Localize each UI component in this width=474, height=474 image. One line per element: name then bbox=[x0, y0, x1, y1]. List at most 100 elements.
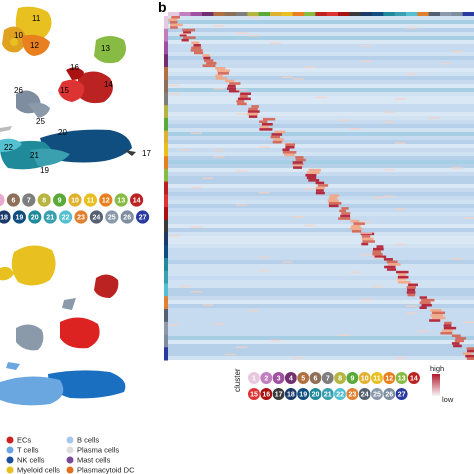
heatmap-cell-high bbox=[170, 23, 183, 27]
cluster-chip-legend: 6 7 8 9 10 11 12 13 14 18 19 20 21 22 23 24 25 26 27 bbox=[0, 192, 151, 225]
umap-label: 10 bbox=[14, 31, 23, 40]
cluster-chip bbox=[0, 192, 6, 208]
heatmap-cell-high bbox=[227, 84, 236, 88]
heatmap-cell-high bbox=[373, 247, 384, 251]
heatmap-row-stripe bbox=[168, 124, 474, 128]
heatmap-row-stripe bbox=[168, 268, 474, 272]
heatmap-cell-mid bbox=[394, 357, 406, 359]
heatmap-cell-mid bbox=[462, 321, 474, 324]
heatmap-cell-mid bbox=[270, 339, 282, 342]
heatmap-cell-high bbox=[248, 115, 258, 118]
heatmap-cell-high bbox=[317, 184, 329, 187]
heatmap-left-annotation bbox=[164, 309, 168, 323]
legend-swatch bbox=[66, 466, 74, 474]
cluster-chip-label: 23 bbox=[77, 215, 85, 222]
heatmap-cell-high bbox=[362, 240, 375, 243]
heatmap-cell-high bbox=[182, 28, 196, 32]
heatmap-cell-mid bbox=[258, 269, 270, 272]
heatmap-row-stripe bbox=[168, 348, 474, 352]
heatmap-cell-high bbox=[315, 191, 325, 195]
heatmap-cell-high bbox=[191, 41, 200, 45]
heatmap-cluster-chip-label: 19 bbox=[299, 392, 307, 399]
heatmap-cell-high bbox=[430, 309, 442, 312]
heatmap-cell-high bbox=[361, 242, 369, 246]
heatmap-cell-mid bbox=[292, 357, 304, 359]
heatmap-cell-mid bbox=[202, 177, 214, 180]
heatmap-cell-mid bbox=[179, 149, 191, 151]
heatmap-cell-high bbox=[295, 156, 304, 159]
heatmap-cluster-chip-label: 24 bbox=[361, 392, 369, 399]
heatmap-left-annotation bbox=[164, 156, 168, 170]
heatmap-cell-high bbox=[183, 36, 196, 39]
heatmap-top-annotation bbox=[440, 12, 452, 16]
heatmap-cell-high bbox=[339, 209, 347, 213]
heatmap-row-stripe bbox=[168, 336, 474, 340]
heatmap-row-stripe bbox=[168, 132, 474, 136]
heatmap-cluster-chip-label: 6 bbox=[314, 376, 318, 383]
heatmap-cell-mid bbox=[360, 232, 372, 235]
cluster-chip-label: 18 bbox=[0, 215, 8, 222]
heatmap-cell-mid bbox=[338, 119, 350, 122]
cluster-chip-label: 12 bbox=[102, 198, 110, 205]
cluster-chip-label: 14 bbox=[133, 198, 141, 205]
heatmap-cell-high bbox=[432, 311, 446, 315]
heatmap-cell-high bbox=[169, 21, 178, 24]
heatmap-cell-mid bbox=[462, 217, 474, 219]
heatmap-cell-mid bbox=[258, 146, 270, 148]
heatmap-cell-mid bbox=[190, 226, 202, 228]
heatmap-cell-high bbox=[384, 265, 396, 269]
heatmap-row-stripe bbox=[168, 76, 474, 80]
heatmap-top-annotation bbox=[372, 12, 384, 16]
heatmap-top-annotation bbox=[394, 12, 407, 16]
heatmap-cell-high bbox=[272, 140, 283, 144]
heatmap-cell-high bbox=[215, 77, 228, 80]
heatmap-cluster-chip-label: 25 bbox=[373, 392, 381, 399]
heatmap-cell-high bbox=[387, 263, 401, 266]
heatmap-cell-high bbox=[259, 120, 268, 124]
cluster-chip-label: 19 bbox=[16, 215, 24, 222]
legend-label: Plasma cells bbox=[77, 446, 119, 455]
cluster-chip-label: 24 bbox=[93, 215, 101, 222]
cluster-chip-label: 13 bbox=[117, 198, 125, 205]
heatmap-cell-high bbox=[443, 326, 457, 330]
colorbar-high-label: high bbox=[430, 364, 444, 373]
heatmap-top-annotation bbox=[270, 12, 282, 16]
heatmap-left-annotation bbox=[164, 232, 168, 246]
cluster-chip bbox=[0, 209, 12, 225]
heatmap-left-annotation bbox=[164, 258, 168, 272]
umap-region-ecs bbox=[60, 317, 100, 349]
cluster-chip bbox=[36, 192, 52, 208]
cluster-chip-label: 27 bbox=[139, 215, 147, 222]
heatmap-cell-mid bbox=[383, 195, 395, 198]
colorbar-low-label: low bbox=[442, 395, 454, 404]
heatmap-cell-mid bbox=[417, 330, 429, 332]
heatmap-cluster-chip-label: 27 bbox=[398, 392, 406, 399]
heatmap-top-annotation bbox=[292, 12, 305, 16]
heatmap-cell-high bbox=[191, 46, 202, 50]
cluster-chip-label: 21 bbox=[46, 215, 54, 222]
heatmap-cluster-chip-label: 15 bbox=[250, 392, 258, 399]
heatmap-row-stripe bbox=[168, 84, 474, 88]
heatmap-cell-mid bbox=[383, 121, 395, 123]
umap-label: 17 bbox=[142, 149, 151, 158]
heatmap-top-annotation bbox=[236, 12, 248, 16]
heatmap-cell-high bbox=[259, 125, 270, 129]
heatmap-row-stripe bbox=[168, 92, 474, 96]
umap-label: 13 bbox=[101, 44, 110, 53]
heatmap-left-annotation bbox=[164, 321, 168, 336]
heatmap-cluster-chip-label: 5 bbox=[301, 376, 305, 383]
heatmap-cell-mid bbox=[394, 142, 406, 144]
umap-region-myeloid bbox=[11, 245, 56, 286]
cluster-chip bbox=[98, 192, 114, 208]
heatmap-cell-high bbox=[350, 219, 360, 223]
heatmap-cell-high bbox=[327, 199, 339, 203]
heatmap-row-stripe bbox=[168, 356, 474, 360]
heatmap-row-stripe bbox=[168, 52, 474, 56]
heatmap-row-stripe bbox=[168, 160, 474, 164]
heatmap bbox=[164, 12, 474, 361]
heatmap-cell-high bbox=[372, 252, 383, 256]
heatmap-row-stripe bbox=[168, 292, 474, 296]
heatmap-cell-mid bbox=[190, 132, 202, 134]
heatmap-cell-mid bbox=[179, 33, 191, 35]
heatmap-cell-high bbox=[203, 56, 211, 60]
